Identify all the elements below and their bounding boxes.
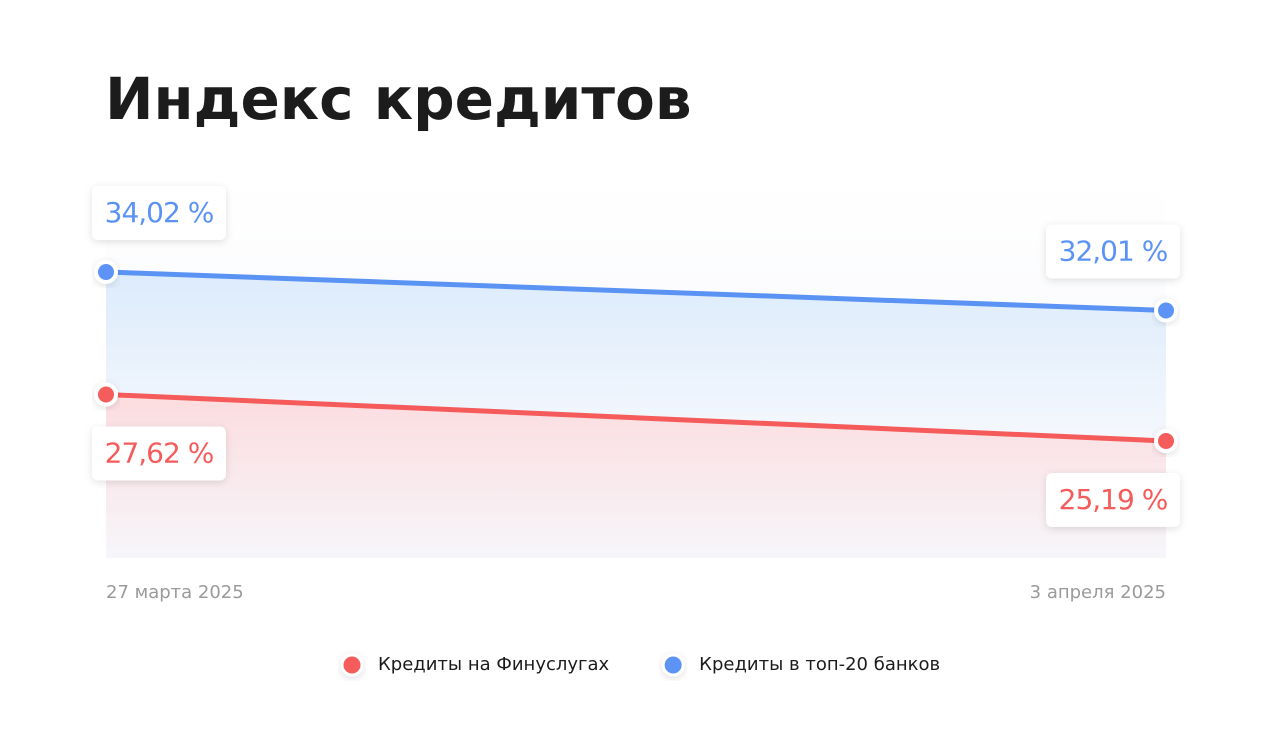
area-fill [106,394,1166,558]
area-fill [106,272,1166,441]
value-label: 34,02 % [105,196,214,229]
value-label-box [1046,473,1180,527]
chart-title: Индекс кредитов [105,65,692,133]
point [1154,298,1178,323]
legend-marker [661,653,685,677]
line [105,391,1167,444]
value-label: 32,01 % [1059,234,1168,267]
point [1154,429,1178,453]
value-label: 25,19 % [1059,483,1168,516]
point [94,260,118,284]
value-label-box [92,186,226,240]
legend-label: Кредиты на Финуслугах [378,654,610,675]
x-tick-label: 27 марта 2025 [106,582,244,603]
value-label: 27,62 % [105,436,214,469]
legend-marker [340,653,364,677]
value-label-box [92,426,226,481]
point [94,382,118,407]
x-tick-label: 3 апреля 2025 [1030,582,1166,603]
value-label-box [1046,224,1180,279]
line [105,269,1167,313]
legend-label: Кредиты в топ-20 банков [699,654,940,675]
